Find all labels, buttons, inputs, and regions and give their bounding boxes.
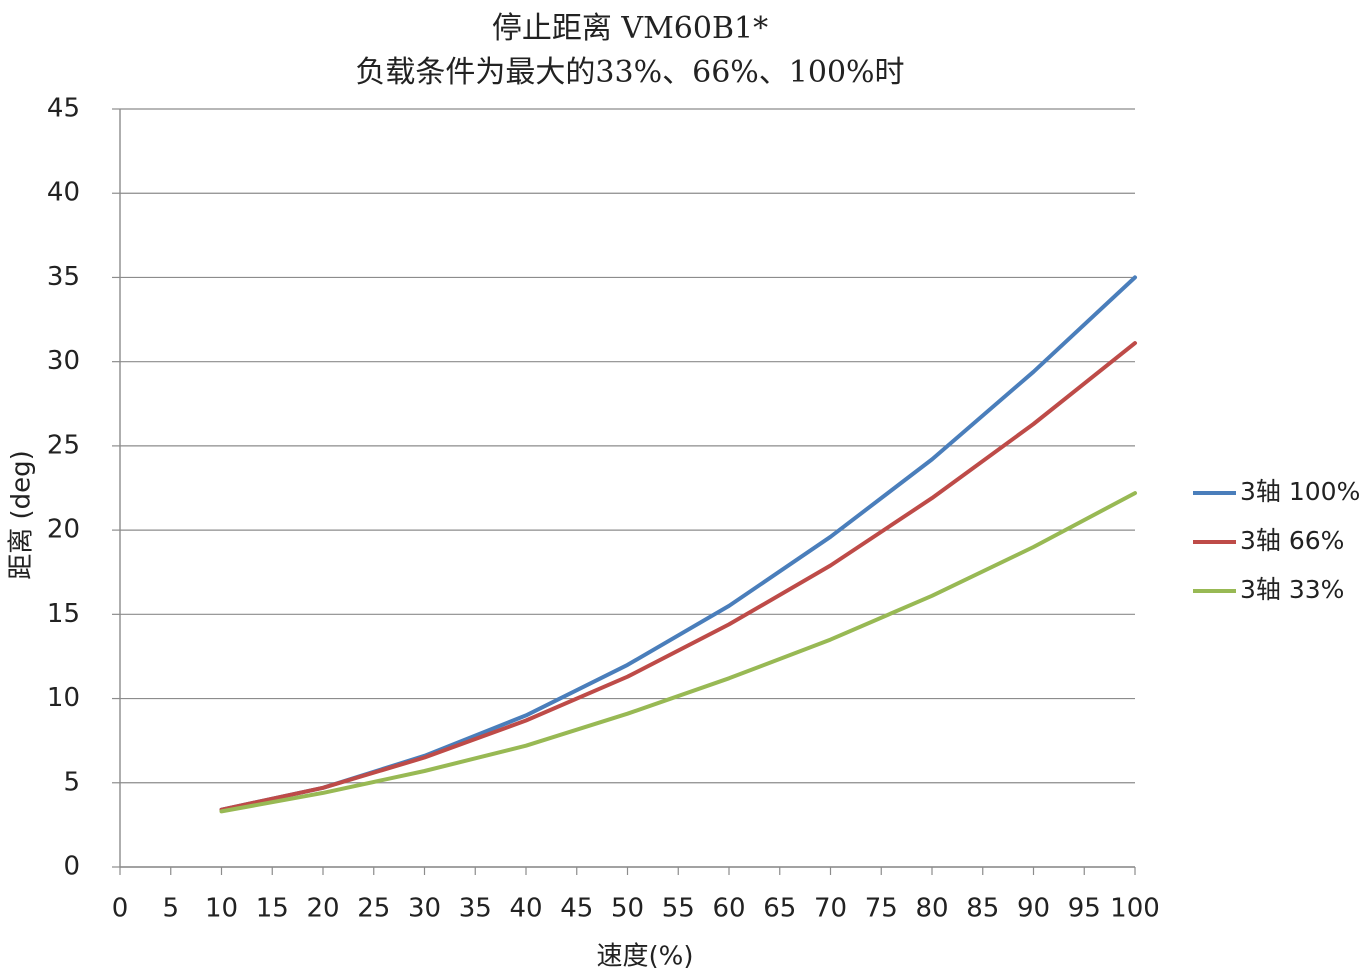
legend-label-0: 3轴 100% <box>1240 477 1360 506</box>
x-tick-label: 40 <box>509 894 542 924</box>
y-tick-label: 10 <box>47 683 80 713</box>
x-tick-label: 100 <box>1110 894 1160 924</box>
chart-title: 停止距离 VM60B1* 负载条件为最大的33%、66%、100%时 <box>355 11 904 90</box>
series-lines <box>219 275 1137 814</box>
x-tick-label: 30 <box>408 894 441 924</box>
series-line-2 <box>219 491 1137 814</box>
grid-lines <box>120 108 1135 868</box>
y-tick-label: 15 <box>47 599 80 629</box>
x-tick-label: 65 <box>763 894 796 924</box>
y-tick-label: 35 <box>47 262 80 292</box>
x-tick-labels: 0 5 10 15 20 25 30 35 40 45 50 55 60 65 70 75 80 85 90 95 10… <box>112 867 1160 924</box>
y-tick-label: 0 <box>63 852 80 882</box>
y-tick-label: 30 <box>47 346 80 376</box>
legend-label-2: 3轴 33% <box>1240 575 1344 604</box>
y-tick-label: 25 <box>47 430 80 460</box>
x-tick-label: 55 <box>662 894 695 924</box>
y-tick-label: 5 <box>63 767 80 797</box>
legend-label-1: 3轴 66% <box>1240 526 1344 555</box>
y-tick-label: 40 <box>47 178 80 208</box>
axis-titles: 速度(%) 距离 (deg) <box>7 450 694 971</box>
chart-title-line: 负载条件为最大的33%、66%、100%时 <box>355 55 904 90</box>
x-axis-title: 速度(%) <box>597 942 694 972</box>
axes <box>119 109 1135 868</box>
x-tick-label: 50 <box>611 894 644 924</box>
x-tick-label: 0 <box>112 894 129 924</box>
x-tick-label: 10 <box>205 894 238 924</box>
x-tick-label: 70 <box>814 894 847 924</box>
x-tick-label: 5 <box>162 894 179 924</box>
x-tick-label: 15 <box>256 894 289 924</box>
x-tick-label: 45 <box>560 894 593 924</box>
series-line-1 <box>219 341 1137 812</box>
x-tick-label: 80 <box>915 894 948 924</box>
x-tick-label: 35 <box>459 894 492 924</box>
x-tick-label: 95 <box>1068 894 1101 924</box>
y-tick-label: 20 <box>47 515 80 545</box>
y-tick-label: 45 <box>47 94 80 124</box>
y-axis-title: 距离 (deg) <box>7 450 37 580</box>
chart-title-line: 停止距离 VM60B1* <box>492 11 768 46</box>
legend: 3轴 100% 3轴 66% 3轴 33% <box>1193 477 1360 604</box>
x-tick-label: 60 <box>712 894 745 924</box>
x-tick-label: 85 <box>966 894 999 924</box>
x-tick-label: 90 <box>1017 894 1050 924</box>
series-line-0 <box>219 275 1137 812</box>
x-tick-label: 75 <box>865 894 898 924</box>
y-tick-labels: 0 5 10 15 20 25 30 35 40 45 <box>47 94 120 882</box>
x-tick-label: 25 <box>357 894 390 924</box>
x-tick-label: 20 <box>306 894 339 924</box>
